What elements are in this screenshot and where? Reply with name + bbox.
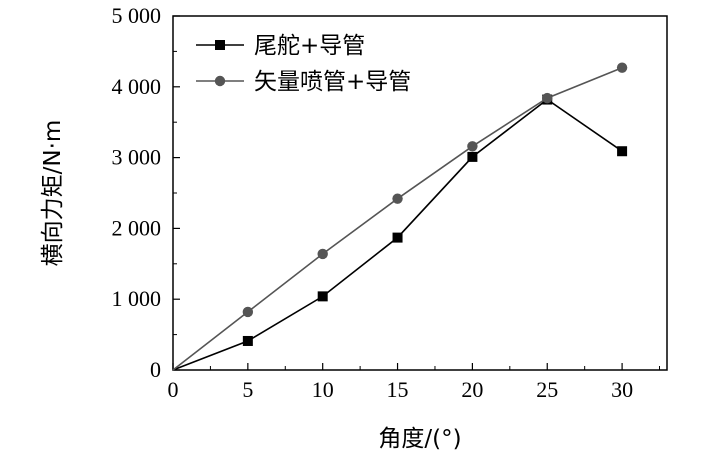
data-point-circle — [242, 306, 254, 318]
x-tick-label: 10 — [312, 377, 334, 402]
data-point-circle — [317, 248, 328, 260]
legend-label: 尾舵+导管 — [254, 33, 365, 59]
x-tick-label: 20 — [461, 377, 483, 402]
data-point-circle — [616, 62, 628, 73]
data-point-square — [317, 291, 328, 302]
x-tick-label: 5 — [242, 377, 253, 402]
y-tick-label: 4 000 — [112, 74, 162, 99]
series-line-2 — [172, 66, 623, 371]
legend-label: 矢量喷管+导管 — [254, 69, 411, 95]
legend-marker-square — [215, 40, 225, 50]
series-layer — [172, 62, 628, 371]
y-tick-label: 1 000 — [112, 286, 162, 311]
data-point-circle — [467, 141, 478, 152]
data-point-square — [242, 335, 253, 346]
x-tick-label: 15 — [387, 377, 409, 402]
y-tick-label: 2 000 — [112, 215, 162, 240]
y-tick-label: 3 000 — [112, 145, 162, 170]
data-point-square — [392, 232, 403, 243]
data-point-circle — [392, 193, 403, 204]
y-axis-ticks: 0 1 000 2 000 3 000 4 000 5 000 — [112, 3, 180, 382]
legend-marker-circle — [214, 75, 226, 87]
data-point-circle — [542, 92, 553, 104]
y-tick-label: 0 — [150, 357, 161, 382]
x-tick-label: 30 — [611, 377, 633, 402]
y-tick-label: 5 000 — [112, 3, 162, 28]
data-point-square — [467, 151, 478, 162]
x-axis-title: 角度/(°) — [378, 426, 461, 452]
x-tick-label: 0 — [168, 377, 179, 402]
data-point-square — [617, 146, 628, 157]
x-axis-ticks: 0 5 10 15 20 25 30 — [168, 363, 661, 402]
x-tick-label: 25 — [536, 377, 558, 402]
y-axis-title: 横向力矩/N·m — [40, 120, 66, 267]
